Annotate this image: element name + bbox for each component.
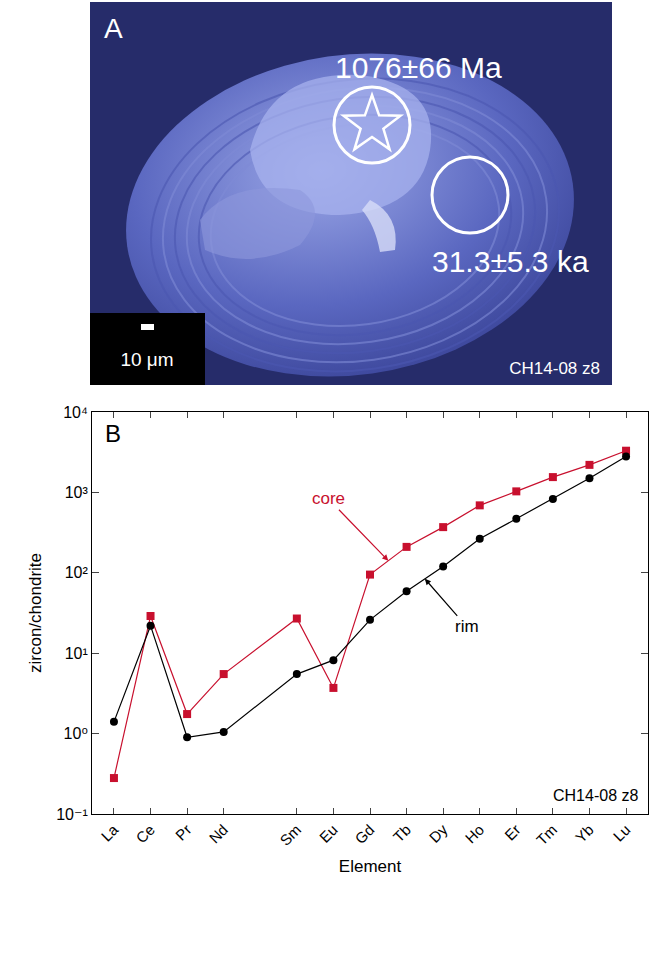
svg-text:core: core [312, 489, 345, 508]
svg-text:Ho: Ho [462, 821, 488, 847]
svg-text:zircon/chondrite: zircon/chondrite [26, 553, 45, 673]
svg-text:31.3±5.3 ka: 31.3±5.3 ka [432, 245, 589, 278]
svg-text:Dy: Dy [426, 821, 451, 846]
svg-text:Nd: Nd [206, 821, 232, 847]
svg-text:Ce: Ce [132, 821, 158, 847]
svg-text:10³: 10³ [65, 484, 89, 501]
svg-text:Er: Er [501, 821, 524, 844]
svg-text:Yb: Yb [572, 821, 597, 846]
svg-text:10⁻¹: 10⁻¹ [56, 806, 88, 823]
svg-text:A: A [104, 13, 123, 44]
svg-text:CH14-08 z8: CH14-08 z8 [553, 787, 638, 804]
svg-text:10⁰: 10⁰ [64, 725, 88, 742]
svg-text:La: La [98, 820, 122, 844]
svg-text:10 μm: 10 μm [120, 349, 173, 370]
svg-text:Tb: Tb [390, 821, 414, 845]
svg-text:B: B [105, 420, 121, 447]
svg-text:10¹: 10¹ [65, 645, 88, 662]
svg-text:rim: rim [455, 617, 479, 636]
svg-text:Element: Element [339, 857, 402, 876]
svg-text:Gd: Gd [351, 821, 377, 847]
svg-text:10²: 10² [65, 564, 89, 581]
svg-text:Eu: Eu [316, 821, 341, 846]
svg-text:Tm: Tm [533, 821, 560, 848]
svg-text:Lu: Lu [610, 821, 634, 845]
svg-text:CH14-08 z8: CH14-08 z8 [509, 359, 600, 378]
svg-text:1076±66 Ma: 1076±66 Ma [335, 51, 502, 84]
svg-text:Sm: Sm [276, 821, 304, 849]
svg-text:10⁴: 10⁴ [63, 404, 88, 421]
svg-text:Pr: Pr [172, 821, 195, 844]
